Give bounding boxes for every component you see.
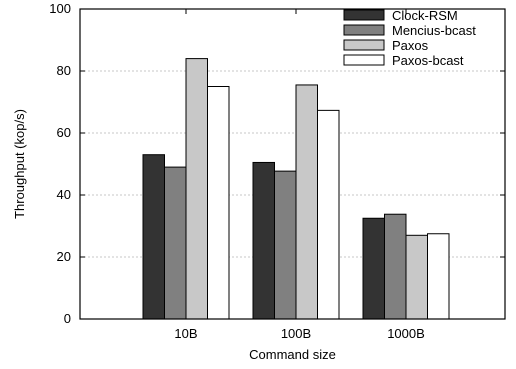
- x-axis-label: Command size: [249, 347, 336, 362]
- y-axis: 0 20 40 60 80 100: [49, 1, 505, 326]
- bar-paxos-100b: [295, 84, 318, 320]
- x-tick-label: 10B: [174, 326, 197, 341]
- bar-paxos-bcast-1000b: [427, 233, 450, 320]
- bar-clock-rsm-1000b: [362, 217, 385, 320]
- y-tick-label: 0: [64, 311, 71, 326]
- legend-label: Clock-RSM: [392, 8, 458, 23]
- bar-clock-rsm-10b: [142, 154, 165, 320]
- bar-mencius-bcast-10b: [164, 166, 187, 320]
- bar-clock-rsm-100b: [252, 161, 275, 320]
- legend-swatch-mencius-bcast: [343, 24, 385, 36]
- legend-swatch-clock-rsm: [343, 9, 385, 21]
- plot-frame: [79, 8, 506, 320]
- bar-paxos-bcast-10b: [207, 86, 230, 320]
- bar-mencius-bcast-1000b: [384, 213, 407, 320]
- legend-label: Paxos-bcast: [392, 53, 464, 68]
- x-tick-label: 100B: [281, 326, 311, 341]
- y-tick-label: 20: [57, 249, 71, 264]
- legend-label: Paxos: [392, 38, 429, 53]
- bar-paxos-bcast-100b: [317, 109, 340, 320]
- y-tick-label: 80: [57, 63, 71, 78]
- y-tick-label: 100: [49, 1, 71, 16]
- bars: [142, 58, 450, 320]
- bar-paxos-10b: [185, 58, 208, 320]
- y-tick-label: 60: [57, 125, 71, 140]
- legend-swatch-paxos: [343, 39, 385, 51]
- legend-label: Mencius-bcast: [392, 23, 476, 38]
- y-tick-label: 40: [57, 187, 71, 202]
- bar-paxos-1000b: [405, 234, 428, 320]
- legend-swatch-paxos-bcast: [343, 54, 385, 66]
- y-axis-label: Throughput (kop/s): [12, 109, 27, 219]
- x-tick-label: 1000B: [387, 326, 425, 341]
- x-axis: 10B 100B 1000B: [174, 9, 425, 341]
- bar-mencius-bcast-100b: [274, 170, 297, 320]
